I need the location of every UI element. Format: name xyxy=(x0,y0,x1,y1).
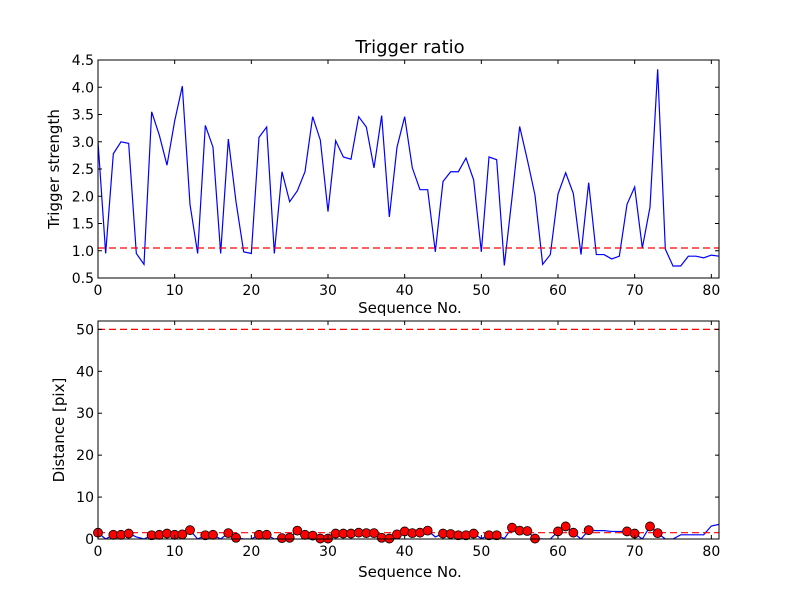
data-point-marker xyxy=(284,532,295,543)
distance-panel: Sequence No. Distance [pix] 0 10 20 30 40 50 6… xyxy=(50,320,720,581)
data-point-marker xyxy=(261,529,272,540)
data-point-marker xyxy=(123,528,134,539)
y-tick-label: 20 xyxy=(76,448,94,464)
x-tick-label: 40 xyxy=(396,544,414,560)
x-tick-label: 40 xyxy=(396,283,414,299)
x-tick-label: 30 xyxy=(319,283,337,299)
y-tick-label: 10 xyxy=(76,490,94,506)
data-point-marker xyxy=(468,528,479,539)
data-point-marker xyxy=(208,529,218,540)
x-axis-label: Sequence No. xyxy=(358,563,462,581)
y-tick-label: 50 xyxy=(76,322,94,338)
data-point-marker xyxy=(560,521,571,532)
y-tick-label: 4.0 xyxy=(72,80,94,96)
y-tick-label: 0 xyxy=(85,532,94,548)
data-point-marker xyxy=(568,527,579,538)
x-tick-label: 60 xyxy=(549,283,567,299)
y-axis-label: Distance [pix] xyxy=(50,378,68,483)
y-tick-label: 2.0 xyxy=(72,189,94,205)
y-tick-label: 0.5 xyxy=(72,271,94,287)
x-tick-label: 70 xyxy=(626,283,644,299)
plot-area: 0 10 20 30 40 50 60 70 80 0.5 1.0 1.5 2.0 2.5 3.0 3.5 4.… xyxy=(72,53,721,299)
x-tick-label: 50 xyxy=(472,283,490,299)
plot-area: 0 10 20 30 40 50 60 70 80 0 10 20 30 40 50 xyxy=(76,320,720,560)
x-axis-label: Sequence No. xyxy=(358,299,462,317)
x-tick-label: 60 xyxy=(549,544,567,560)
y-tick-label: 3.5 xyxy=(72,108,94,124)
data-point-marker xyxy=(491,530,502,541)
axes-frame xyxy=(97,320,720,540)
data-point-marker xyxy=(223,528,234,539)
y-tick-label: 40 xyxy=(76,364,94,380)
x-tick-label: 20 xyxy=(242,544,260,560)
data-point-marker xyxy=(522,526,533,536)
y-axis-label: Trigger strength xyxy=(45,109,63,230)
x-tick-label: 70 xyxy=(626,544,644,560)
data-layer xyxy=(98,69,719,267)
y-tick-label: 30 xyxy=(76,406,94,422)
chart-title: Trigger ratio xyxy=(354,37,464,58)
y-tick-label: 3.0 xyxy=(72,135,94,151)
x-tick-label: 80 xyxy=(702,283,720,299)
x-tick-label: 20 xyxy=(242,283,260,299)
series-line xyxy=(98,69,719,267)
x-tick-label: 80 xyxy=(702,544,720,560)
data-point-marker xyxy=(645,521,655,532)
data-point-marker xyxy=(422,525,433,536)
data-point-marker xyxy=(185,525,195,536)
data-point-marker xyxy=(652,528,663,539)
x-tick-label: 30 xyxy=(319,544,337,560)
y-tick-label: 4.5 xyxy=(72,53,94,69)
y-tick-label: 2.5 xyxy=(72,162,94,178)
x-tick-label: 0 xyxy=(94,283,103,299)
x-tick-label: 50 xyxy=(472,544,490,560)
x-tick-label: 10 xyxy=(166,283,184,299)
y-tick-label: 1.5 xyxy=(72,217,94,233)
data-point-marker xyxy=(231,532,241,543)
y-tick-label: 1.0 xyxy=(72,244,94,260)
x-tick-label: 10 xyxy=(166,544,184,560)
x-tick-label: 0 xyxy=(94,544,103,560)
data-point-marker xyxy=(369,528,379,539)
data-point-marker xyxy=(583,525,594,536)
trigger-ratio-panel: Trigger ratio Sequence No. Trigger stren… xyxy=(45,37,720,317)
data-point-marker xyxy=(292,525,303,536)
